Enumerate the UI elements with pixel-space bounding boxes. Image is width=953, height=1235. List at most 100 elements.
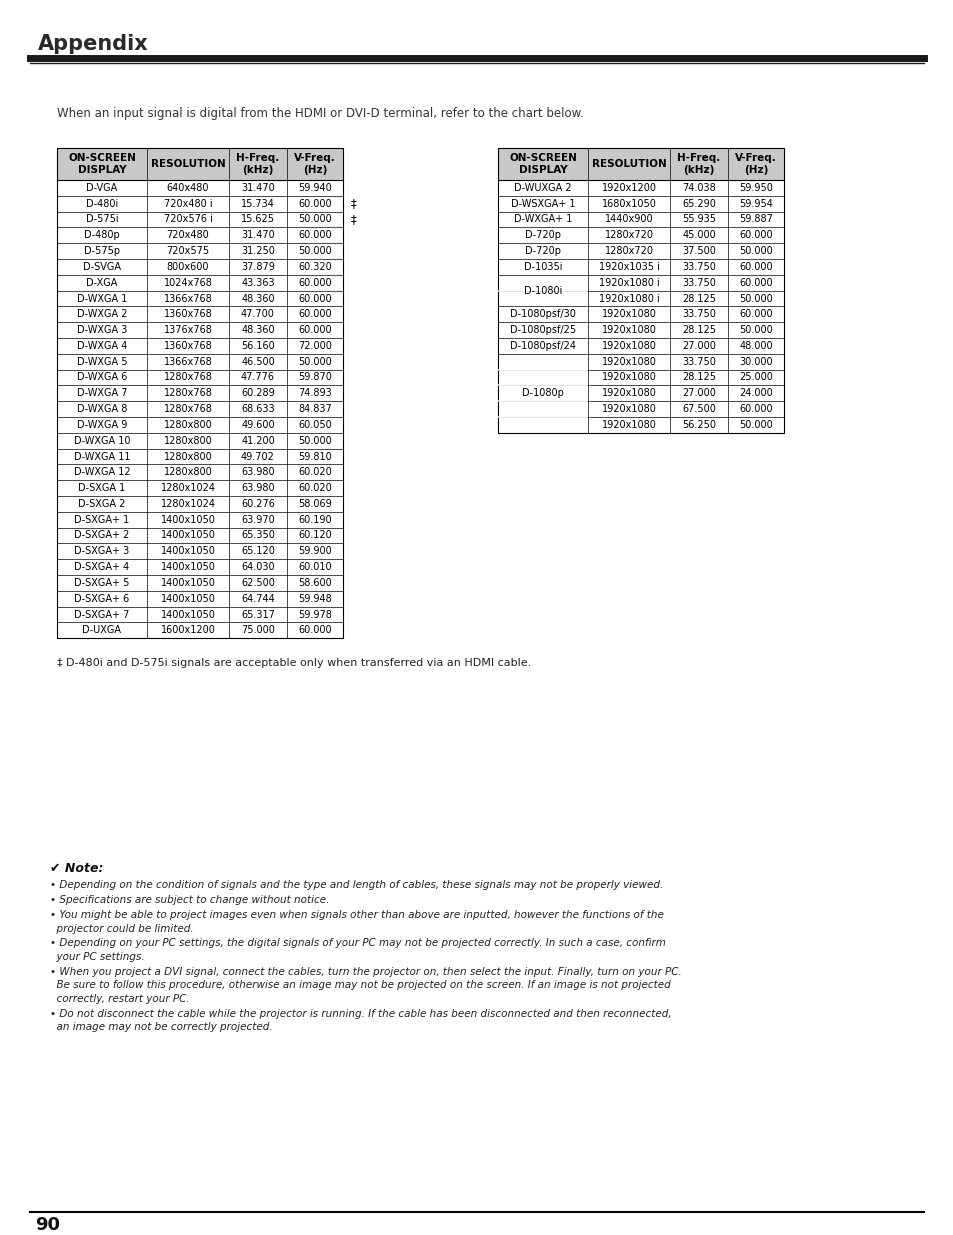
Text: 74.893: 74.893: [297, 388, 332, 399]
Text: 49.702: 49.702: [241, 452, 274, 462]
Text: 1920x1080: 1920x1080: [601, 388, 656, 399]
Text: D-SVGA: D-SVGA: [83, 262, 121, 272]
Text: 59.900: 59.900: [297, 546, 332, 556]
Text: 60.020: 60.020: [297, 467, 332, 477]
Text: H-Freq.
(kHz): H-Freq. (kHz): [236, 153, 279, 175]
Text: 31.250: 31.250: [241, 246, 274, 256]
Text: 55.935: 55.935: [681, 215, 716, 225]
Text: 60.276: 60.276: [241, 499, 274, 509]
Text: 67.500: 67.500: [681, 404, 715, 414]
Text: D-WXGA 4: D-WXGA 4: [77, 341, 127, 351]
Text: 27.000: 27.000: [681, 388, 715, 399]
Text: 31.470: 31.470: [241, 183, 274, 193]
Text: 1280x1024: 1280x1024: [160, 499, 215, 509]
Text: D-WXGA 2: D-WXGA 2: [76, 309, 127, 320]
Text: 50.000: 50.000: [739, 325, 772, 335]
Text: D-XGA: D-XGA: [86, 278, 117, 288]
Text: 74.038: 74.038: [681, 183, 715, 193]
Text: 90: 90: [35, 1216, 60, 1234]
Text: 33.750: 33.750: [681, 357, 715, 367]
Text: 50.000: 50.000: [739, 294, 772, 304]
Text: 63.970: 63.970: [241, 515, 274, 525]
Text: 1280x768: 1280x768: [163, 373, 213, 383]
Text: D-WXGA 11: D-WXGA 11: [73, 452, 131, 462]
Text: 60.000: 60.000: [298, 230, 332, 241]
Text: ✔ Note:: ✔ Note:: [50, 862, 103, 876]
Text: 75.000: 75.000: [241, 625, 274, 635]
Text: D-SXGA+ 4: D-SXGA+ 4: [74, 562, 130, 572]
Text: 50.000: 50.000: [739, 246, 772, 256]
Bar: [497, 148, 783, 432]
Text: 58.600: 58.600: [297, 578, 332, 588]
Text: D-WXGA 9: D-WXGA 9: [77, 420, 127, 430]
Text: Be sure to follow this procedure, otherwise an image may not be projected on the: Be sure to follow this procedure, otherw…: [50, 981, 670, 990]
Text: 1680x1050: 1680x1050: [601, 199, 656, 209]
Text: 28.125: 28.125: [681, 373, 716, 383]
Text: 1400x1050: 1400x1050: [160, 562, 215, 572]
Text: • Specifications are subject to change without notice.: • Specifications are subject to change w…: [50, 895, 329, 905]
Text: 68.633: 68.633: [241, 404, 274, 414]
Text: H-Freq.
(kHz): H-Freq. (kHz): [677, 153, 720, 175]
Text: 65.317: 65.317: [241, 610, 274, 620]
Text: D-WXGA 5: D-WXGA 5: [76, 357, 127, 367]
Text: 50.000: 50.000: [739, 420, 772, 430]
Text: 28.125: 28.125: [681, 294, 716, 304]
Text: 1366x768: 1366x768: [164, 294, 213, 304]
Text: 60.000: 60.000: [298, 625, 332, 635]
Text: D-575p: D-575p: [84, 246, 120, 256]
Text: 56.160: 56.160: [241, 341, 274, 351]
Text: 65.120: 65.120: [241, 546, 274, 556]
Text: your PC settings.: your PC settings.: [50, 952, 145, 962]
Text: 46.500: 46.500: [241, 357, 274, 367]
Text: RESOLUTION: RESOLUTION: [151, 159, 225, 169]
Text: 60.320: 60.320: [297, 262, 332, 272]
Text: 60.000: 60.000: [298, 294, 332, 304]
Text: 720x576 i: 720x576 i: [163, 215, 213, 225]
Text: 60.000: 60.000: [739, 404, 772, 414]
Text: 30.000: 30.000: [739, 357, 772, 367]
Text: 1280x1024: 1280x1024: [160, 483, 215, 493]
Text: 1600x1200: 1600x1200: [160, 625, 215, 635]
Text: 1440x900: 1440x900: [604, 215, 653, 225]
Text: 1376x768: 1376x768: [163, 325, 213, 335]
Text: D-1080psf/24: D-1080psf/24: [510, 341, 576, 351]
Text: 1400x1050: 1400x1050: [160, 531, 215, 541]
Text: D-SXGA+ 5: D-SXGA+ 5: [74, 578, 130, 588]
Text: 33.750: 33.750: [681, 309, 715, 320]
Text: D-720p: D-720p: [524, 230, 560, 241]
Text: 60.190: 60.190: [298, 515, 332, 525]
Text: 1400x1050: 1400x1050: [160, 594, 215, 604]
Text: • Do not disconnect the cable while the projector is running. If the cable has b: • Do not disconnect the cable while the …: [50, 1009, 671, 1019]
Text: 1280x800: 1280x800: [164, 467, 213, 477]
Text: D-VGA: D-VGA: [87, 183, 117, 193]
Text: 65.350: 65.350: [241, 531, 274, 541]
Text: ON-SCREEN
DISPLAY: ON-SCREEN DISPLAY: [509, 153, 577, 175]
Text: D-WXGA+ 1: D-WXGA+ 1: [514, 215, 572, 225]
Text: 25.000: 25.000: [739, 373, 772, 383]
Text: D-WUXGA 2: D-WUXGA 2: [514, 183, 571, 193]
Text: 1280x800: 1280x800: [164, 436, 213, 446]
Text: 33.750: 33.750: [681, 278, 715, 288]
Text: ‡ D-480i and D-575i signals are acceptable only when transferred via an HDMI cab: ‡ D-480i and D-575i signals are acceptab…: [57, 658, 531, 668]
Text: D-1080i: D-1080i: [523, 285, 561, 295]
Text: 64.744: 64.744: [241, 594, 274, 604]
Text: 1280x800: 1280x800: [164, 420, 213, 430]
Text: V-Freq.
(Hz): V-Freq. (Hz): [735, 153, 776, 175]
Text: 59.948: 59.948: [297, 594, 332, 604]
Bar: [57, 148, 343, 180]
Text: 48.360: 48.360: [241, 325, 274, 335]
Text: 1920x1080: 1920x1080: [601, 420, 656, 430]
Text: 50.000: 50.000: [297, 357, 332, 367]
Text: 15.734: 15.734: [241, 199, 274, 209]
Text: 1400x1050: 1400x1050: [160, 578, 215, 588]
Text: 1920x1200: 1920x1200: [601, 183, 656, 193]
Text: 60.010: 60.010: [298, 562, 332, 572]
Text: Appendix: Appendix: [38, 35, 149, 54]
Text: 48.000: 48.000: [739, 341, 772, 351]
Text: 720x480 i: 720x480 i: [164, 199, 213, 209]
Text: D-WXGA 7: D-WXGA 7: [76, 388, 127, 399]
Text: 640x480: 640x480: [167, 183, 209, 193]
Text: D-WSXGA+ 1: D-WSXGA+ 1: [510, 199, 575, 209]
Text: When an input signal is digital from the HDMI or DVI-D terminal, refer to the ch: When an input signal is digital from the…: [57, 106, 583, 120]
Text: 60.000: 60.000: [298, 309, 332, 320]
